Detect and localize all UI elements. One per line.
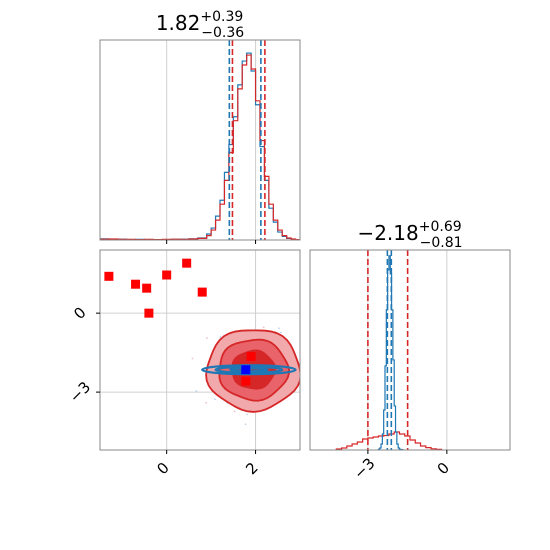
title-upper-error: +0.69 bbox=[419, 219, 462, 235]
histogram-series bbox=[335, 255, 443, 450]
tick-label: 0 bbox=[153, 459, 172, 478]
frame bbox=[99, 39, 301, 241]
quantile-lines bbox=[367, 250, 409, 450]
title-lower-error: −0.81 bbox=[420, 235, 463, 251]
red-marker bbox=[246, 352, 256, 362]
sample-point bbox=[219, 336, 222, 338]
sample-point bbox=[244, 423, 247, 426]
sample-point bbox=[191, 357, 194, 360]
sample-point bbox=[280, 331, 282, 334]
red-marker bbox=[162, 270, 172, 280]
contour-plot bbox=[104, 258, 300, 426]
x-ticks bbox=[166, 240, 257, 244]
red-marker bbox=[104, 271, 114, 281]
tick-label: −3 bbox=[350, 454, 378, 482]
tick-label: 0 bbox=[70, 303, 89, 322]
sample-point bbox=[195, 390, 198, 392]
sample-point bbox=[233, 410, 236, 413]
quantile-lines bbox=[228, 40, 266, 240]
panel-title-y: −2.18+0.69 −0.81 bbox=[357, 219, 462, 251]
frame bbox=[99, 249, 301, 451]
histogram-line bbox=[100, 54, 300, 240]
title-value: 1.82 bbox=[156, 11, 201, 35]
sample-point bbox=[246, 413, 248, 416]
red-marker bbox=[131, 279, 141, 289]
title-value: −2.18 bbox=[357, 221, 418, 245]
sample-point bbox=[262, 326, 265, 329]
x-ticks: −3 0 bbox=[350, 450, 453, 483]
sample-point bbox=[214, 398, 216, 401]
y-ticks: 0 −3 bbox=[66, 303, 100, 406]
sample-point bbox=[278, 327, 280, 330]
panel-top-left: 1.82+0.39 −0.36 bbox=[99, 9, 301, 244]
panel-bottom-right: −3 0 −2.18+0.69 −0.81 bbox=[309, 219, 511, 483]
tick-label: 2 bbox=[242, 459, 261, 478]
frame bbox=[309, 249, 511, 451]
sample-point bbox=[205, 401, 208, 404]
blue-marker bbox=[241, 365, 251, 375]
histogram-line bbox=[100, 52, 300, 240]
red-marker bbox=[182, 258, 192, 268]
red-marker bbox=[142, 283, 152, 293]
panel-title-x: 1.82+0.39 −0.36 bbox=[156, 9, 244, 41]
red-marker bbox=[241, 376, 251, 386]
title-lower-error: −0.36 bbox=[201, 25, 244, 41]
tick-label: −3 bbox=[66, 378, 94, 406]
histogram-series bbox=[100, 52, 300, 240]
red-marker bbox=[144, 308, 154, 318]
sample-point bbox=[205, 337, 208, 340]
red-marker bbox=[197, 287, 207, 297]
tick-label: 0 bbox=[434, 459, 453, 478]
histogram-line bbox=[335, 431, 443, 450]
title-upper-error: +0.39 bbox=[200, 9, 243, 25]
